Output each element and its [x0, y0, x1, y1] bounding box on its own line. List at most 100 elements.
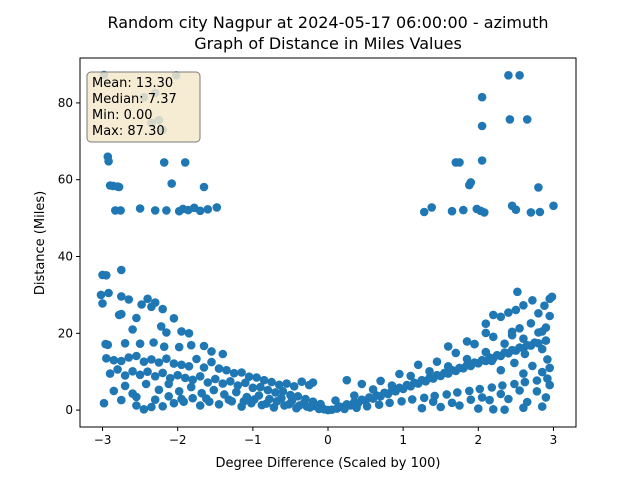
chart-title-line2: Graph of Distance in Miles Values: [194, 34, 462, 53]
data-point: [124, 295, 134, 304]
data-point: [272, 397, 282, 406]
data-point: [284, 400, 294, 409]
data-point: [186, 382, 196, 392]
data-point: [293, 392, 303, 401]
data-point: [158, 304, 167, 314]
data-point: [477, 92, 487, 102]
data-point: [229, 368, 239, 378]
data-point: [132, 401, 141, 410]
data-point: [425, 367, 434, 376]
stats-mean: Mean: 13.30: [92, 76, 173, 91]
data-point: [232, 387, 241, 397]
data-point: [519, 369, 528, 378]
data-point: [419, 393, 429, 403]
data-point: [477, 355, 487, 365]
data-point: [109, 386, 119, 396]
data-point: [128, 325, 137, 334]
data-point: [402, 380, 412, 390]
data-point: [173, 370, 182, 380]
y-axis: 0 20 40 60 80: [58, 96, 80, 417]
data-point: [515, 386, 524, 395]
data-point: [489, 405, 498, 414]
data-point: [139, 357, 149, 367]
data-point: [357, 395, 367, 405]
data-point: [515, 343, 524, 352]
data-point: [350, 391, 359, 400]
data-point: [427, 203, 437, 212]
stats-box-background: [86, 71, 201, 143]
data-point: [150, 206, 160, 215]
data-point: [489, 332, 498, 342]
data-point: [162, 206, 171, 215]
data-point: [462, 360, 472, 370]
data-point: [305, 403, 315, 412]
data-point: [162, 328, 171, 337]
data-point: [413, 360, 423, 370]
data-point: [174, 342, 184, 352]
data-point: [417, 403, 427, 413]
data-point: [156, 322, 166, 331]
x-axis: −3 −2 −1 0 1 2 3: [94, 427, 558, 447]
data-point: [481, 319, 491, 329]
data-point: [212, 203, 222, 212]
data-point: [475, 384, 485, 394]
data-point: [188, 375, 197, 385]
data-point: [496, 365, 506, 375]
data-point: [237, 368, 246, 377]
data-point: [510, 358, 519, 368]
data-point: [203, 205, 213, 214]
data-point: [470, 339, 479, 349]
data-point: [239, 397, 249, 406]
data-point: [540, 301, 549, 311]
y-tick-label: 80: [58, 96, 73, 110]
data-point: [368, 385, 378, 394]
data-point: [252, 373, 261, 382]
data-point: [395, 383, 404, 393]
data-point: [519, 334, 528, 344]
data-point: [397, 397, 406, 406]
y-axis-label: Distance (Miles): [33, 191, 48, 295]
data-point: [135, 339, 145, 349]
chart-title-line1: Random city Nagpur at 2024-05-17 06:00:0…: [107, 13, 548, 32]
data-point: [522, 397, 532, 407]
data-point: [455, 401, 464, 410]
data-point: [199, 341, 209, 351]
x-tick-label: 2: [474, 433, 482, 447]
data-point: [526, 319, 536, 328]
data-point: [169, 314, 179, 323]
data-point: [510, 379, 519, 389]
data-point: [410, 378, 419, 388]
y-tick-label: 40: [58, 250, 73, 264]
y-tick-label: 0: [65, 403, 73, 417]
data-point: [387, 381, 397, 390]
data-point: [256, 382, 265, 392]
data-point: [159, 342, 169, 352]
data-point: [541, 393, 551, 402]
data-point: [443, 342, 453, 351]
data-point: [545, 311, 554, 321]
stats-median: Median: 7.37: [92, 92, 177, 107]
data-point: [534, 309, 543, 318]
data-point: [262, 399, 271, 408]
data-point: [466, 178, 476, 187]
data-point: [135, 204, 145, 213]
data-point: [537, 344, 547, 354]
data-point: [462, 354, 472, 364]
data-point: [513, 287, 522, 297]
data-point: [500, 405, 509, 415]
data-point: [103, 340, 113, 350]
data-point: [407, 395, 417, 404]
data-point: [507, 330, 517, 340]
data-point: [132, 392, 141, 402]
data-point: [202, 394, 211, 403]
data-point: [489, 310, 498, 320]
data-point: [224, 395, 234, 405]
data-point: [99, 398, 109, 408]
data-point: [537, 367, 547, 377]
data-point: [104, 157, 113, 166]
data-point: [319, 405, 329, 414]
x-tick-label: 3: [550, 433, 558, 447]
data-point: [526, 208, 536, 217]
data-point: [505, 115, 515, 124]
